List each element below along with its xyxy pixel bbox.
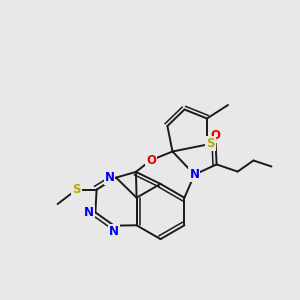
Text: N: N — [109, 225, 119, 238]
Text: S: S — [206, 136, 215, 150]
Text: O: O — [146, 154, 156, 167]
Text: N: N — [104, 171, 115, 184]
Text: N: N — [189, 168, 200, 181]
Text: O: O — [210, 129, 220, 142]
Text: S: S — [72, 183, 81, 196]
Text: N: N — [84, 206, 94, 219]
